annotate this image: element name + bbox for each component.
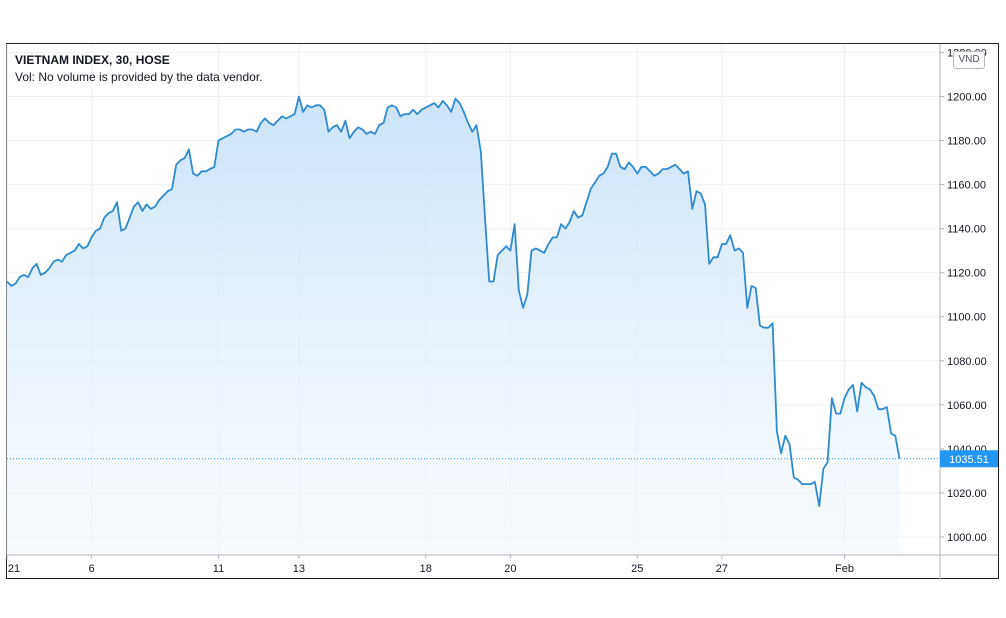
currency-badge[interactable]: VND — [953, 51, 985, 69]
y-tick-label: 1200.00 — [947, 91, 987, 103]
x-tick-label: Feb — [835, 563, 854, 575]
last-price-value: 1035.51 — [949, 454, 989, 466]
x-tick-label: 21 — [8, 563, 20, 575]
y-tick-label: 1100.00 — [947, 312, 986, 324]
price-axis[interactable]: 1000.001020.001040.001060.001080.001100.… — [940, 47, 987, 544]
y-tick-label: 1140.00 — [947, 224, 986, 236]
price-line — [7, 95, 901, 507]
x-tick-label: 6 — [89, 563, 95, 575]
y-tick-label: 1120.00 — [947, 268, 986, 280]
y-tick-label: 1000.00 — [947, 532, 987, 544]
y-tick-label: 1080.00 — [947, 356, 987, 368]
x-tick-label: 13 — [293, 563, 305, 575]
chart-title: VIETNAM INDEX, 30, HOSE — [15, 53, 170, 67]
x-tick-label: 18 — [420, 563, 432, 575]
y-tick-label: 1060.00 — [947, 400, 987, 412]
y-tick-label: 1160.00 — [947, 180, 986, 192]
volume-note: Vol: No volume is provided by the data v… — [15, 70, 263, 84]
x-tick-label: 20 — [504, 563, 516, 575]
x-tick-label: 25 — [631, 563, 643, 575]
price-area-fill — [7, 96, 900, 555]
y-tick-label: 1020.00 — [947, 488, 987, 500]
x-tick-label: 27 — [716, 563, 728, 575]
x-tick-label: 11 — [213, 563, 224, 575]
last-price-tag: 1035.51 — [940, 450, 998, 468]
time-axis[interactable]: 21 6 11 13 18 20 25 27 Feb — [6, 555, 854, 575]
y-tick-label: 1180.00 — [947, 136, 986, 148]
